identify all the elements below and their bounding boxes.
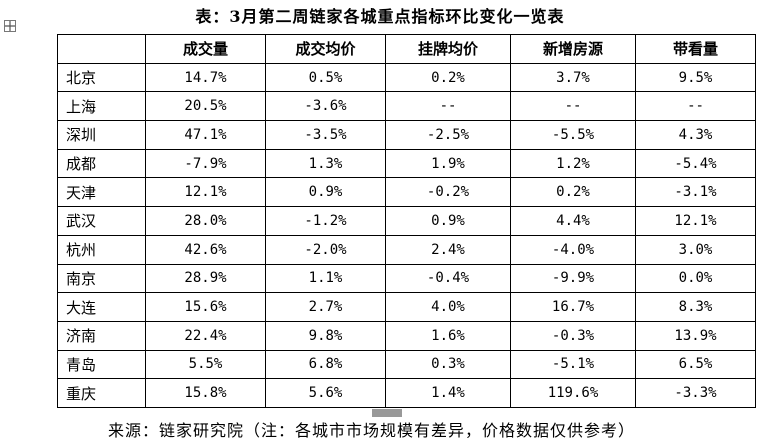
value-cell: 119.6%: [510, 378, 636, 408]
value-cell: 2.7%: [265, 292, 386, 322]
corner-cell: [57, 34, 146, 64]
table-row: 杭州 42.6% -2.0% 2.4% -4.0% 3.0%: [57, 234, 756, 265]
value-cell: -9.9%: [510, 263, 636, 294]
value-cell: 0.5%: [265, 62, 386, 93]
source-note: 来源：链家研究院（注：各城市市场规模有差异，价格数据仅供参考）: [108, 421, 636, 440]
value-cell: -7.9%: [145, 148, 266, 179]
value-cell: 0.9%: [265, 177, 386, 208]
column-header: 挂牌均价: [385, 34, 511, 64]
value-cell: 28.9%: [145, 263, 266, 294]
value-cell: 20.5%: [145, 91, 266, 122]
column-header: 成交量: [145, 34, 266, 64]
value-cell: 0.3%: [385, 349, 511, 380]
table-row: 天津 12.1% 0.9% -0.2% 0.2% -3.1%: [57, 177, 756, 208]
value-cell: --: [510, 91, 636, 122]
value-cell: 3.7%: [510, 62, 636, 93]
city-cell: 武汉: [57, 206, 146, 236]
value-cell: 5.5%: [145, 349, 266, 380]
table-title: 表：3月第二周链家各城重点指标环比变化一览表: [195, 7, 565, 26]
value-cell: 6.8%: [265, 349, 386, 380]
value-cell: -5.1%: [510, 349, 636, 380]
data-table: 成交量 成交均价 挂牌均价 新增房源 带看量 北京 14.7% 0.5% 0.2% 3.7% 9.…: [57, 34, 756, 408]
city-cell: 南京: [57, 263, 146, 294]
value-cell: -3.3%: [635, 378, 756, 408]
table-row: 重庆 15.8% 5.6% 1.4% 119.6% -3.3%: [57, 378, 756, 408]
value-cell: 12.1%: [635, 206, 756, 236]
table-row: 成都 -7.9% 1.3% 1.9% 1.2% -5.4%: [57, 148, 756, 179]
value-cell: -5.5%: [510, 120, 636, 150]
value-cell: 9.5%: [635, 62, 756, 93]
value-cell: 22.4%: [145, 320, 266, 351]
value-cell: 6.5%: [635, 349, 756, 380]
table-row: 南京 28.9% 1.1% -0.4% -9.9% 0.0%: [57, 263, 756, 294]
city-cell: 天津: [57, 177, 146, 208]
value-cell: 1.4%: [385, 378, 511, 408]
value-cell: -5.4%: [635, 148, 756, 179]
table-row: 青岛 5.5% 6.8% 0.3% -5.1% 6.5%: [57, 349, 756, 380]
table-row: 武汉 28.0% -1.2% 0.9% 4.4% 12.1%: [57, 206, 756, 236]
value-cell: 12.1%: [145, 177, 266, 208]
table-row: 上海 20.5% -3.6% -- -- --: [57, 91, 756, 122]
table-row: 大连 15.6% 2.7% 4.0% 16.7% 8.3%: [57, 292, 756, 322]
value-cell: 0.0%: [635, 263, 756, 294]
value-cell: 4.3%: [635, 120, 756, 150]
value-cell: -2.5%: [385, 120, 511, 150]
value-cell: 1.3%: [265, 148, 386, 179]
value-cell: 28.0%: [145, 206, 266, 236]
city-cell: 青岛: [57, 349, 146, 380]
value-cell: 15.8%: [145, 378, 266, 408]
value-cell: 16.7%: [510, 292, 636, 322]
value-cell: -0.2%: [385, 177, 511, 208]
value-cell: -2.0%: [265, 234, 386, 265]
city-cell: 成都: [57, 148, 146, 179]
column-header: 成交均价: [265, 34, 386, 64]
table-row: 北京 14.7% 0.5% 0.2% 3.7% 9.5%: [57, 62, 756, 93]
value-cell: 42.6%: [145, 234, 266, 265]
value-cell: -3.5%: [265, 120, 386, 150]
value-cell: -3.1%: [635, 177, 756, 208]
value-cell: -3.6%: [265, 91, 386, 122]
value-cell: 0.2%: [510, 177, 636, 208]
city-cell: 大连: [57, 292, 146, 322]
city-cell: 上海: [57, 91, 146, 122]
value-cell: 5.6%: [265, 378, 386, 408]
value-cell: 2.4%: [385, 234, 511, 265]
table-move-handle[interactable]: [4, 20, 16, 32]
value-cell: 15.6%: [145, 292, 266, 322]
value-cell: --: [385, 91, 511, 122]
value-cell: --: [635, 91, 756, 122]
header-row: 成交量 成交均价 挂牌均价 新增房源 带看量: [57, 34, 756, 64]
value-cell: 8.3%: [635, 292, 756, 322]
value-cell: 0.9%: [385, 206, 511, 236]
value-cell: 47.1%: [145, 120, 266, 150]
value-cell: 4.0%: [385, 292, 511, 322]
table-row: 济南 22.4% 9.8% 1.6% -0.3% 13.9%: [57, 320, 756, 351]
value-cell: 0.2%: [385, 62, 511, 93]
value-cell: 1.6%: [385, 320, 511, 351]
value-cell: 1.1%: [265, 263, 386, 294]
value-cell: 1.2%: [510, 148, 636, 179]
resize-handle[interactable]: [372, 409, 402, 417]
value-cell: 13.9%: [635, 320, 756, 351]
city-cell: 济南: [57, 320, 146, 351]
city-cell: 杭州: [57, 234, 146, 265]
value-cell: 9.8%: [265, 320, 386, 351]
column-header: 带看量: [635, 34, 756, 64]
table-row: 深圳 47.1% -3.5% -2.5% -5.5% 4.3%: [57, 120, 756, 150]
city-cell: 北京: [57, 62, 146, 93]
value-cell: 4.4%: [510, 206, 636, 236]
city-cell: 深圳: [57, 120, 146, 150]
value-cell: -1.2%: [265, 206, 386, 236]
value-cell: 3.0%: [635, 234, 756, 265]
value-cell: 1.9%: [385, 148, 511, 179]
value-cell: 14.7%: [145, 62, 266, 93]
value-cell: -0.3%: [510, 320, 636, 351]
value-cell: -4.0%: [510, 234, 636, 265]
city-cell: 重庆: [57, 378, 146, 408]
value-cell: -0.4%: [385, 263, 511, 294]
column-header: 新增房源: [510, 34, 636, 64]
